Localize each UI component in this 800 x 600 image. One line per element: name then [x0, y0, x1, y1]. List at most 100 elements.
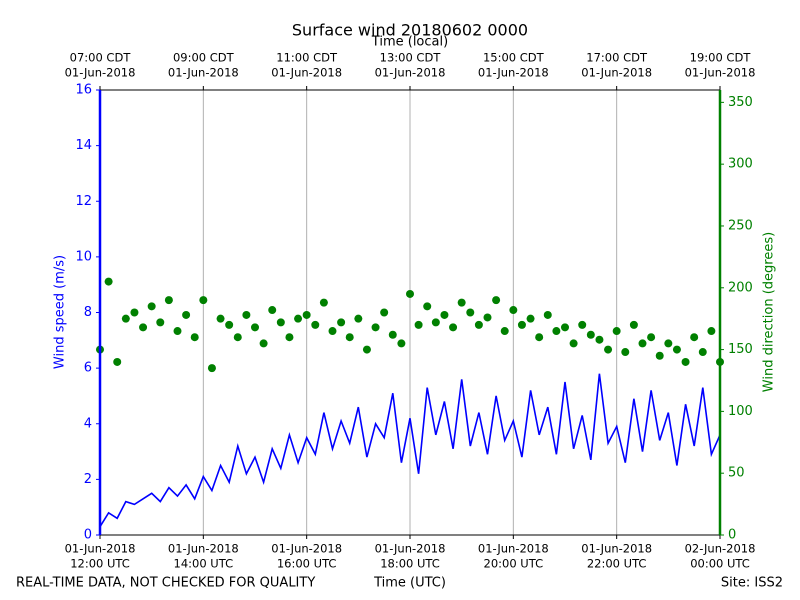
direction-point	[388, 330, 397, 339]
x2-tick-label: 13:00 CDT	[380, 51, 442, 65]
direction-point	[672, 345, 681, 354]
direction-point	[535, 333, 544, 342]
x2-axis-label: Time (local)	[371, 35, 448, 50]
direction-point	[414, 320, 423, 329]
direction-point	[242, 310, 251, 319]
direction-point	[207, 364, 216, 373]
y2-tick-label: 150	[728, 342, 753, 357]
y-tick-label: 10	[75, 249, 92, 264]
direction-point	[190, 333, 199, 342]
site-label: Site: ISS2	[721, 576, 783, 591]
direction-point	[311, 320, 320, 329]
y2-tick-label: 250	[728, 218, 753, 233]
direction-point	[449, 323, 458, 332]
direction-point	[380, 308, 389, 317]
direction-point	[302, 310, 311, 319]
x2-tick-label: 17:00 CDT	[586, 51, 648, 65]
direction-point	[526, 314, 535, 323]
direction-point	[629, 320, 638, 329]
x-tick-label: 01-Jun-2018	[375, 542, 446, 556]
y-tick-label: 4	[84, 416, 92, 431]
x-tick-label: 01-Jun-2018	[65, 542, 136, 556]
chart-title: Surface wind 20180602 0000	[292, 21, 528, 40]
x2-tick-label: 09:00 CDT	[173, 51, 235, 65]
y-tick-label: 0	[84, 528, 92, 543]
direction-point	[276, 318, 285, 327]
y-tick-label: 8	[84, 305, 92, 320]
x-tick-label: 00:00 UTC	[690, 557, 750, 571]
direction-point	[586, 330, 595, 339]
direction-point	[294, 314, 303, 323]
direction-point	[397, 339, 406, 348]
direction-point	[328, 327, 337, 336]
direction-point	[543, 310, 552, 319]
y2-tick-label: 0	[728, 528, 736, 543]
y-tick-label: 2	[84, 472, 92, 487]
direction-point	[664, 339, 673, 348]
x2-tick-label: 15:00 CDT	[483, 51, 545, 65]
x-tick-label: 12:00 UTC	[70, 557, 130, 571]
direction-point	[362, 345, 371, 354]
direction-point	[371, 323, 380, 332]
direction-point	[251, 323, 259, 332]
direction-point	[604, 345, 613, 354]
y2-axis-label: Wind direction (degrees)	[762, 232, 777, 392]
x2-tick-label: 01-Jun-2018	[65, 66, 136, 80]
direction-point	[113, 357, 122, 366]
direction-point	[147, 302, 156, 311]
direction-point	[457, 298, 466, 307]
x-axis-label: Time (UTC)	[373, 576, 446, 591]
x-tick-label: 14:00 UTC	[174, 557, 234, 571]
direction-point	[156, 318, 165, 327]
x2-tick-label: 01-Jun-2018	[685, 66, 756, 80]
footnote: REAL-TIME DATA, NOT CHECKED FOR QUALITY	[16, 576, 315, 591]
x-tick-label: 01-Jun-2018	[271, 542, 342, 556]
direction-point	[474, 320, 483, 329]
direction-point	[173, 327, 182, 336]
direction-point	[345, 333, 354, 342]
direction-point	[354, 314, 363, 323]
direction-point	[164, 296, 173, 305]
direction-point	[431, 318, 440, 327]
direction-point	[638, 339, 647, 348]
direction-point	[182, 310, 191, 319]
y-tick-label: 6	[84, 361, 92, 376]
y2-tick-label: 200	[728, 280, 753, 295]
x-tick-label: 18:00 UTC	[380, 557, 440, 571]
y2-tick-label: 350	[728, 95, 753, 110]
direction-point	[104, 277, 113, 286]
x-tick-label: 01-Jun-2018	[581, 542, 652, 556]
x2-tick-label: 01-Jun-2018	[581, 66, 652, 80]
x-tick-label: 01-Jun-2018	[478, 542, 549, 556]
direction-point	[259, 339, 268, 348]
x-tick-label: 01-Jun-2018	[168, 542, 239, 556]
direction-point	[517, 320, 526, 329]
x2-tick-label: 19:00 CDT	[690, 51, 752, 65]
direction-point	[655, 351, 664, 360]
direction-point	[406, 289, 414, 298]
direction-point	[561, 323, 569, 332]
direction-point	[690, 333, 699, 342]
x2-tick-label: 11:00 CDT	[276, 51, 338, 65]
direction-point	[319, 298, 328, 307]
direction-point	[612, 327, 621, 336]
direction-point	[139, 323, 148, 332]
x2-tick-label: 01-Jun-2018	[271, 66, 342, 80]
direction-point	[199, 296, 208, 305]
direction-point	[225, 320, 234, 329]
direction-point	[681, 357, 690, 366]
direction-point	[707, 327, 716, 336]
direction-point	[285, 333, 294, 342]
x-tick-label: 22:00 UTC	[587, 557, 647, 571]
direction-point	[216, 314, 225, 323]
direction-point	[423, 302, 432, 311]
direction-point	[509, 306, 518, 315]
x-tick-label: 16:00 UTC	[277, 557, 337, 571]
direction-point	[698, 348, 707, 357]
x2-tick-label: 01-Jun-2018	[375, 66, 446, 80]
direction-point	[130, 308, 139, 317]
direction-point	[483, 313, 492, 322]
direction-point	[492, 296, 501, 305]
y-tick-label: 16	[75, 83, 92, 98]
